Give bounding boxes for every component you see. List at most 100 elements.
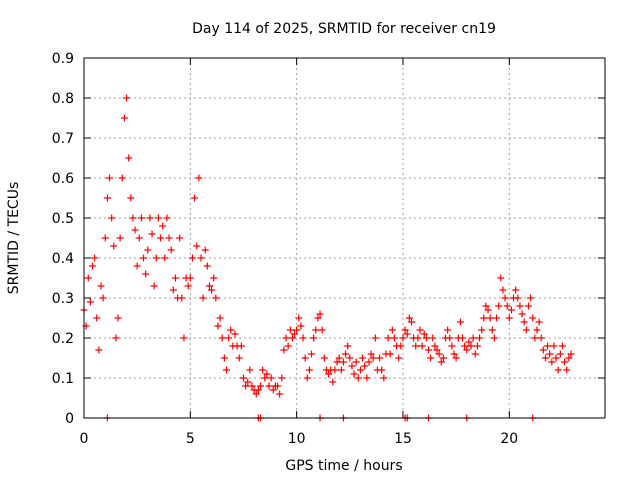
data-point bbox=[239, 374, 247, 382]
data-point bbox=[546, 350, 554, 358]
data-point bbox=[339, 358, 347, 366]
data-point bbox=[220, 354, 228, 362]
data-point bbox=[431, 342, 439, 350]
data-point bbox=[359, 354, 367, 362]
data-point bbox=[150, 282, 158, 290]
data-point bbox=[195, 174, 203, 182]
data-point bbox=[531, 334, 539, 342]
data-point bbox=[499, 286, 507, 294]
data-point bbox=[191, 194, 199, 202]
data-point bbox=[89, 262, 97, 270]
data-point bbox=[333, 358, 341, 366]
data-point bbox=[235, 354, 243, 362]
data-point bbox=[503, 302, 511, 310]
data-point bbox=[261, 374, 269, 382]
data-point bbox=[529, 314, 537, 322]
data-point bbox=[463, 346, 471, 354]
data-point bbox=[142, 270, 150, 278]
data-point bbox=[467, 342, 475, 350]
data-point bbox=[116, 234, 124, 242]
data-point bbox=[295, 314, 303, 322]
data-point bbox=[110, 242, 118, 250]
data-point bbox=[237, 342, 245, 350]
data-point bbox=[480, 314, 488, 322]
x-tick-label: 5 bbox=[186, 431, 195, 447]
data-point bbox=[101, 234, 109, 242]
data-point bbox=[280, 346, 288, 354]
data-point bbox=[484, 306, 492, 314]
data-point bbox=[252, 390, 260, 398]
data-point bbox=[490, 334, 498, 342]
data-point bbox=[448, 342, 456, 350]
data-point bbox=[242, 382, 250, 390]
data-point bbox=[433, 346, 441, 354]
data-point bbox=[297, 322, 305, 330]
data-point bbox=[516, 302, 524, 310]
data-point bbox=[301, 354, 309, 362]
data-point bbox=[167, 246, 175, 254]
data-point bbox=[337, 366, 345, 374]
axis-ticks: 0 0.1 0.2 0.3 0.4 0.5 0.6 0.7 0.8 0.9 0 5 10 15 20 bbox=[52, 51, 605, 447]
data-point bbox=[140, 254, 148, 262]
data-point bbox=[493, 314, 501, 322]
data-point bbox=[282, 334, 290, 342]
data-point bbox=[263, 370, 271, 378]
data-point bbox=[495, 302, 503, 310]
data-point bbox=[246, 366, 254, 374]
data-point bbox=[210, 274, 218, 282]
data-point bbox=[561, 358, 569, 366]
data-point bbox=[386, 350, 394, 358]
x-tick-label: 10 bbox=[288, 431, 306, 447]
data-point bbox=[412, 342, 420, 350]
data-point bbox=[473, 342, 481, 350]
data-point bbox=[254, 386, 262, 394]
data-point bbox=[342, 350, 350, 358]
data-point bbox=[152, 254, 160, 262]
data-point bbox=[476, 334, 484, 342]
data-point bbox=[188, 254, 196, 262]
data-point bbox=[133, 262, 141, 270]
data-point bbox=[403, 330, 411, 338]
data-point bbox=[127, 194, 135, 202]
x-axis-label: GPS time / hours bbox=[285, 458, 402, 474]
y-tick-label: 0.5 bbox=[52, 211, 74, 227]
data-point bbox=[539, 346, 547, 354]
data-point bbox=[497, 274, 505, 282]
data-point bbox=[558, 342, 566, 350]
chart-title: Day 114 of 2025, SRMTID for receiver cn1… bbox=[192, 21, 496, 37]
data-point bbox=[259, 366, 267, 374]
data-point bbox=[390, 334, 398, 342]
data-point bbox=[165, 234, 173, 242]
data-point bbox=[427, 354, 435, 362]
data-point bbox=[416, 326, 424, 334]
data-point bbox=[450, 350, 458, 358]
data-point bbox=[97, 282, 105, 290]
data-point bbox=[405, 314, 413, 322]
y-axis-label: SRMTID / TECUs bbox=[6, 182, 22, 295]
x-tick-label: 15 bbox=[394, 431, 412, 447]
data-point bbox=[552, 354, 560, 362]
data-point bbox=[144, 246, 152, 254]
data-point bbox=[320, 354, 328, 362]
y-tick-label: 0.8 bbox=[52, 91, 74, 107]
data-point bbox=[501, 294, 509, 302]
data-point bbox=[225, 334, 233, 342]
data-point bbox=[148, 230, 156, 238]
data-point bbox=[99, 294, 107, 302]
data-point bbox=[367, 350, 375, 358]
data-point bbox=[488, 326, 496, 334]
data-point bbox=[524, 302, 532, 310]
data-point bbox=[344, 342, 352, 350]
data-point bbox=[108, 214, 116, 222]
data-point bbox=[550, 342, 558, 350]
data-point bbox=[378, 366, 386, 374]
data-point bbox=[146, 214, 154, 222]
data-point bbox=[533, 326, 541, 334]
data-point bbox=[199, 294, 207, 302]
data-point bbox=[288, 334, 296, 342]
y-tick-label: 0.3 bbox=[52, 291, 74, 307]
data-point bbox=[486, 314, 494, 322]
x-tick-label: 0 bbox=[80, 431, 89, 447]
data-point bbox=[208, 286, 216, 294]
